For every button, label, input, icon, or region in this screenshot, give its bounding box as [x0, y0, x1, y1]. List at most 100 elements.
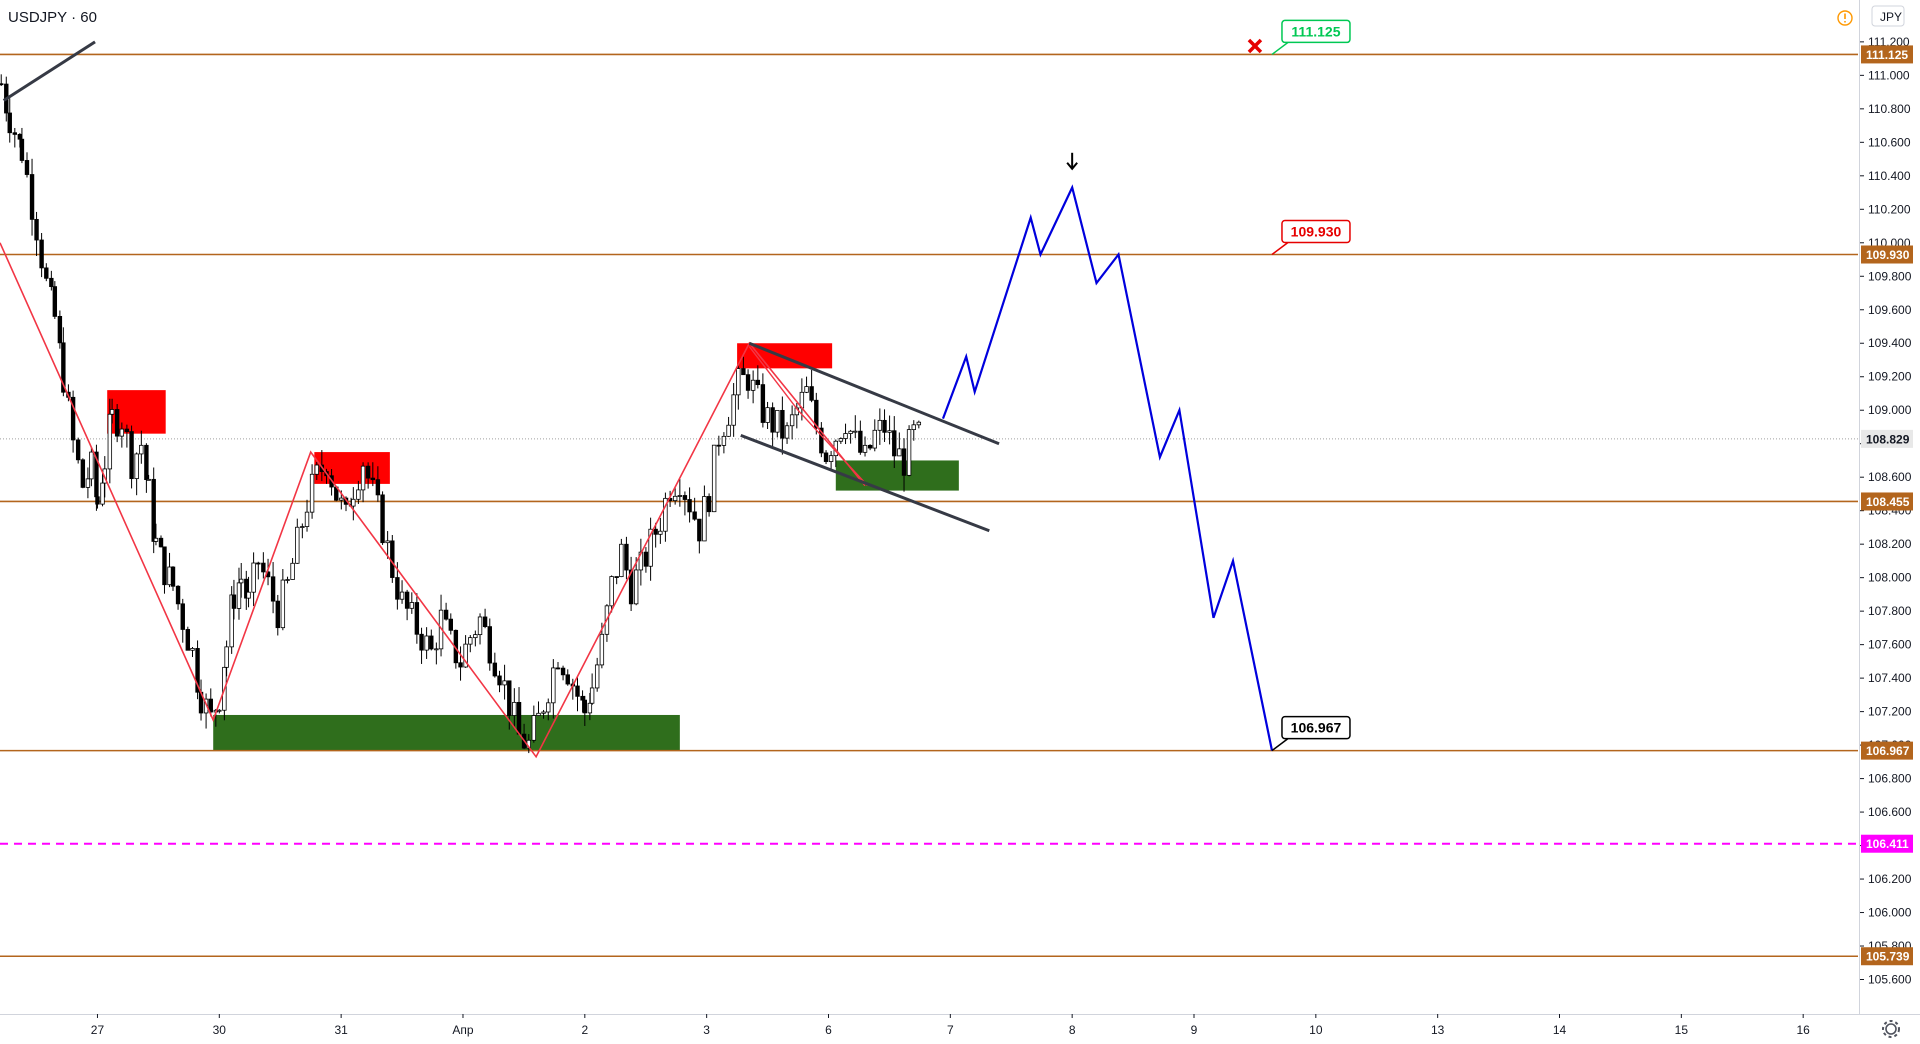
callout-pointer	[1271, 738, 1289, 752]
price-badge: 108.455	[1861, 492, 1913, 511]
callouts-layer: 111.125 109.930 106.967	[1271, 19, 1351, 752]
candle-body	[370, 477, 376, 481]
candle-body	[848, 430, 853, 434]
candle-body	[158, 537, 164, 548]
svg-text:JPY: JPY	[1880, 10, 1902, 24]
price-badge: 108.829	[1861, 429, 1913, 448]
candle-body	[780, 409, 785, 439]
callout-box	[1281, 219, 1351, 244]
supply-zone[interactable]	[737, 343, 833, 369]
candle-body	[775, 409, 780, 433]
price-callout[interactable]: 106.967	[1271, 715, 1351, 752]
candle-body	[380, 494, 385, 544]
candle-body	[541, 711, 546, 714]
candle-body	[692, 511, 697, 520]
candle-body	[185, 629, 191, 651]
demand-zone[interactable]	[213, 714, 680, 751]
candle-body	[587, 702, 593, 714]
candle-body	[356, 489, 361, 500]
candle-body	[575, 685, 580, 697]
candle-body	[134, 453, 139, 480]
candle-body	[672, 495, 678, 502]
time-axis-tick-label: 15	[1675, 1023, 1689, 1037]
candle-body	[706, 496, 712, 513]
candle-body	[687, 499, 692, 513]
candle-body	[0, 83, 4, 86]
arrow-head	[1066, 162, 1078, 171]
time-axis-tick-label: 14	[1553, 1023, 1567, 1037]
price-callout[interactable]: 111.125	[1271, 19, 1351, 56]
candle-body	[580, 695, 585, 701]
candle-body	[270, 576, 276, 602]
price-badge-label: 108.829	[1866, 432, 1910, 446]
candle-body	[285, 579, 290, 581]
alert-icon[interactable]	[1837, 10, 1853, 26]
price-axis-tick-label: 106.200	[1868, 872, 1912, 886]
supply-zone[interactable]	[314, 452, 390, 484]
price-axis-tick-label: 111.000	[1868, 68, 1910, 82]
candle-body	[648, 528, 653, 567]
candle-body	[162, 546, 167, 586]
candle-body	[224, 646, 229, 668]
candle-body	[473, 634, 478, 639]
price-axis-tick-label: 108.200	[1868, 537, 1912, 551]
candle-body	[555, 667, 561, 670]
price-axis-tick-label: 109.600	[1868, 303, 1912, 317]
symbol-title: USDJPY · 60	[8, 9, 97, 26]
price-axis-tick-label: 106.600	[1868, 805, 1912, 819]
candle-body	[49, 277, 54, 288]
trend-line[interactable]	[740, 433, 990, 533]
price-axis[interactable]: 105.600105.800106.000106.200106.400106.6…	[1860, 35, 1913, 987]
candles-layer	[0, 74, 922, 754]
candle-body	[434, 648, 439, 651]
candle-body	[507, 680, 512, 716]
candle-body	[614, 576, 619, 578]
candle-body	[424, 635, 429, 651]
callout-pointer	[1271, 241, 1289, 256]
price-axis-tick-label: 105.600	[1868, 973, 1912, 987]
candle-body	[682, 495, 688, 500]
candle-body	[828, 455, 834, 462]
candle-body	[151, 478, 156, 542]
candle-body	[838, 438, 844, 442]
candle-body	[300, 526, 305, 528]
candle-body	[314, 464, 319, 475]
candle-body	[153, 537, 159, 542]
demand-zone[interactable]	[835, 460, 959, 491]
candle-body	[229, 594, 234, 648]
candle-body	[887, 430, 892, 433]
gear-icon[interactable]	[1882, 1020, 1900, 1038]
price-callout[interactable]: 109.930	[1271, 219, 1351, 256]
zigzag-line[interactable]	[0, 242, 866, 759]
candle-body	[139, 444, 144, 455]
price-badge-label: 105.739	[1866, 950, 1910, 964]
candle-body	[385, 540, 390, 544]
currency-button[interactable]: JPY	[1871, 5, 1905, 27]
candle-body	[85, 478, 91, 488]
candle-body	[745, 374, 751, 391]
candle-body	[770, 407, 775, 433]
candle-body	[819, 427, 824, 454]
candle-body	[741, 368, 746, 376]
candle-body	[482, 616, 488, 628]
candle-body	[89, 451, 94, 480]
trend-line[interactable]	[748, 341, 1000, 446]
candle-body	[823, 452, 829, 462]
candle-body	[124, 428, 130, 432]
drawings-layer	[0, 38, 1274, 759]
price-axis-tick-label: 109.400	[1868, 336, 1912, 350]
candle-body	[750, 379, 756, 391]
time-axis-tick-label: 30	[213, 1023, 227, 1037]
candle-body	[309, 473, 315, 513]
price-axis-tick-label: 107.600	[1868, 638, 1912, 652]
projection-path[interactable]	[941, 184, 1274, 751]
candle-body	[167, 566, 172, 586]
candle-body	[208, 698, 213, 713]
zigzag-line[interactable]	[748, 346, 869, 487]
candle-body	[443, 609, 449, 620]
candle-body	[144, 444, 149, 480]
levels-layer	[0, 53, 1858, 958]
trend-line[interactable]	[2, 40, 96, 102]
time-axis[interactable]: 27 30 31 Апр 2 3 6 7 8 9 10 13 14 15 16	[91, 1014, 1810, 1037]
